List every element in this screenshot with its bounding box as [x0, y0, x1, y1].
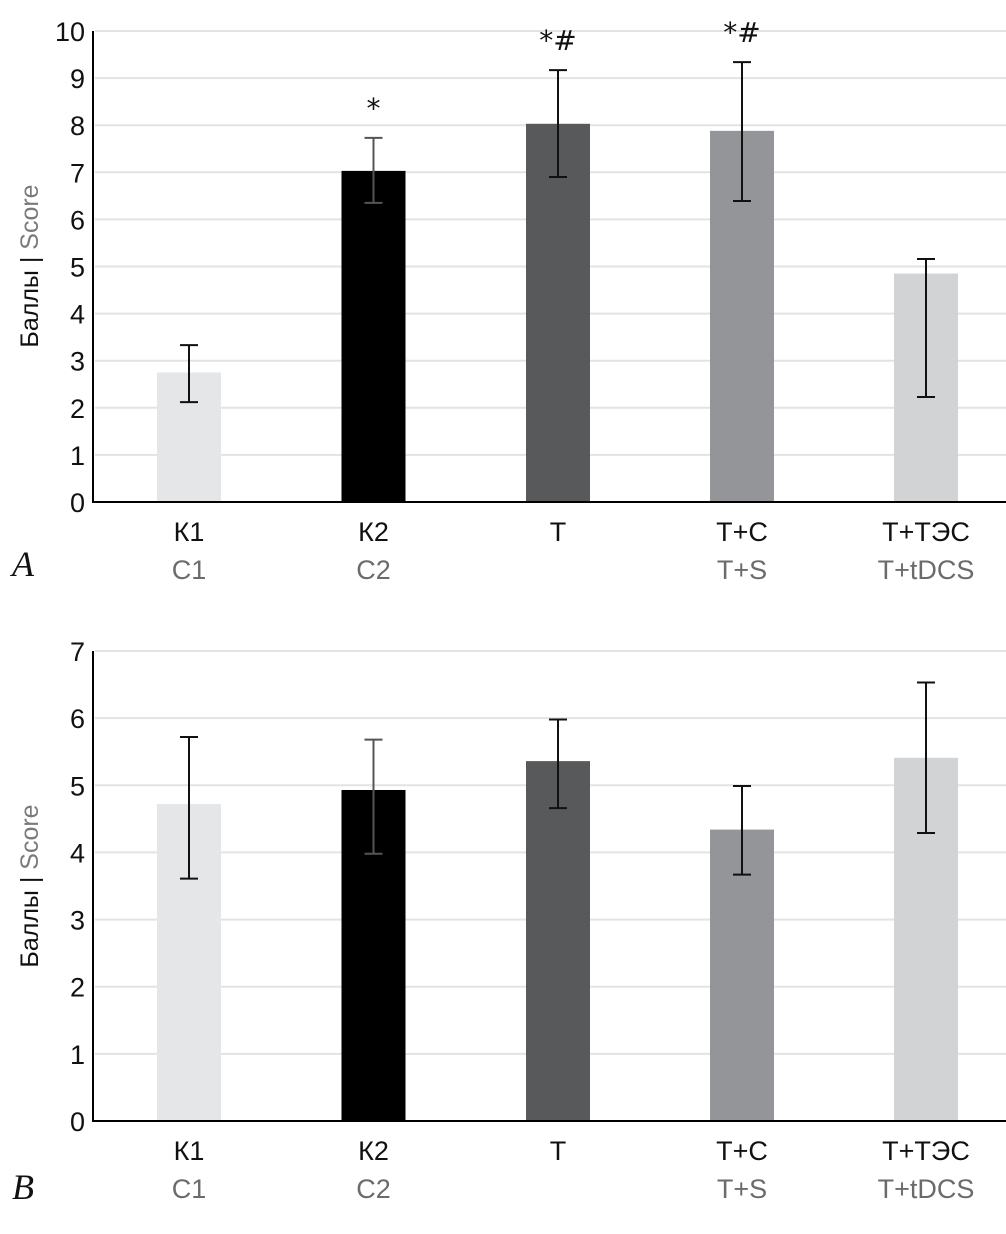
- y-tick-label: 2: [70, 394, 85, 424]
- x-tick-label-en: C2: [356, 555, 391, 585]
- y-tick-label: 7: [70, 158, 85, 188]
- y-axis-label-ru: Баллы: [16, 890, 44, 967]
- y-axis-label-separator: |: [16, 250, 44, 270]
- y-tick-label: 0: [70, 1107, 85, 1137]
- y-tick-label: 3: [70, 347, 85, 377]
- y-tick-label: 4: [70, 838, 85, 868]
- y-tick-label: 1: [70, 1040, 85, 1070]
- x-tick-label-en: C1: [172, 555, 207, 585]
- y-axis-label-en: Score: [16, 804, 44, 869]
- x-tick-label-ru: Т: [550, 1136, 567, 1166]
- bar: [341, 170, 406, 502]
- y-tick-label: 5: [70, 253, 85, 283]
- y-tick-label: 6: [70, 704, 85, 734]
- y-tick-label: 3: [70, 906, 85, 936]
- x-tick-label-ru: Т+С: [716, 1136, 768, 1166]
- bar: [710, 829, 774, 1121]
- x-tick-label-ru: К2: [358, 517, 389, 547]
- bar: [526, 123, 590, 503]
- x-tick-label-ru: К1: [174, 1136, 205, 1166]
- y-tick-label: 9: [70, 64, 85, 94]
- x-tick-label-ru: Т+ТЭС: [882, 517, 970, 547]
- significance-annotation: *: [367, 92, 381, 125]
- bar: [526, 761, 590, 1121]
- x-tick-label-en: C1: [172, 1174, 207, 1204]
- x-tick-label-ru: Т+С: [716, 517, 768, 547]
- significance-annotation: *#: [539, 24, 576, 57]
- panel-label: A: [10, 544, 35, 584]
- y-axis-label: Баллы | Score: [16, 804, 44, 967]
- x-tick-label-en: T+tDCS: [878, 1174, 975, 1204]
- x-tick-label-ru: К2: [358, 1136, 389, 1166]
- panel-a-chart: 0 1 2 3 4 5 6 7 8 9 10 * *# *# К1 C1 К2 C2 Т Т+С T+S Т+ТЭС T+t…: [10, 16, 1006, 585]
- x-tick-label-en: T+S: [717, 555, 767, 585]
- x-tick-label-en: C2: [356, 1174, 391, 1204]
- y-axis-label: Баллы | Score: [16, 184, 44, 347]
- significance-annotation: *#: [723, 16, 760, 49]
- x-tick-label-ru: Т+ТЭС: [882, 1136, 970, 1166]
- y-tick-label: 4: [70, 300, 85, 330]
- panel-label: B: [12, 1167, 34, 1207]
- y-tick-label: 7: [70, 637, 85, 667]
- x-tick-label-en: T+S: [717, 1174, 767, 1204]
- y-tick-label: 1: [70, 441, 85, 471]
- x-tick-label-en: T+tDCS: [878, 555, 975, 585]
- y-tick-label: 2: [70, 973, 85, 1003]
- y-tick-label: 6: [70, 205, 85, 235]
- x-tick-label-ru: К1: [174, 517, 205, 547]
- y-axis-label-ru: Баллы: [16, 270, 44, 347]
- y-tick-label: 0: [70, 488, 85, 518]
- panel-b-chart: 0 1 2 3 4 5 6 7 К1 C1 К2 C2 Т Т+С T+S Т+ТЭС T+tDCS Баллы …: [12, 637, 1006, 1207]
- y-tick-label: 5: [70, 771, 85, 801]
- y-axis-label-en: Score: [16, 184, 44, 249]
- y-tick-label: 8: [70, 111, 85, 141]
- y-axis-label-separator: |: [16, 870, 44, 890]
- y-tick-label: 10: [55, 17, 85, 47]
- x-tick-label-ru: Т: [550, 517, 567, 547]
